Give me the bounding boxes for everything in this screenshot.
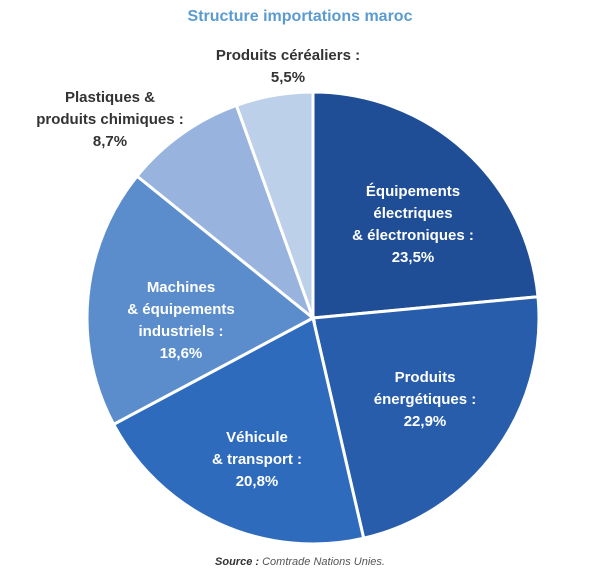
slice-label: Équipements électriques & électroniques : 2…: [352, 183, 474, 266]
slice-label: Machines & équipements industriels : 18,6%: [127, 279, 235, 362]
source-text: Comtrade Nations Unies.: [262, 556, 385, 568]
slice-label-line: électriques: [373, 205, 452, 222]
slice-label: Véhicule & transport : 20,8%: [212, 429, 302, 490]
source-label: Source :: [215, 556, 260, 568]
slice-label: Produits énergétiques : 22,9%: [374, 369, 477, 430]
pie-slice: [111, 315, 366, 546]
slice-label-line: Plastiques &: [65, 89, 155, 106]
slice-label-line: Véhicule: [226, 429, 288, 446]
slice-label: Produits céréaliers : 5,5%: [216, 47, 360, 86]
slice-label: Plastiques & produits chimiques : 8,7%: [36, 89, 184, 150]
slice-label-line: 18,6%: [160, 345, 203, 362]
chart-title: Structure importations maroc: [187, 8, 413, 25]
slice-label-line: énergétiques :: [374, 391, 477, 408]
slice-label-line: Machines: [147, 279, 215, 296]
slice-label-line: 8,7%: [93, 133, 127, 150]
source-note: Source : Comtrade Nations Unies.: [0, 556, 600, 568]
slice-label-line: Équipements: [366, 183, 460, 200]
pie-slice: [311, 295, 541, 541]
slice-label-line: 22,9%: [404, 413, 447, 430]
slice-label-line: & équipements: [127, 301, 235, 318]
slice-label-line: produits chimiques :: [36, 111, 184, 128]
pie-slice: [234, 90, 315, 319]
slice-label-line: 23,5%: [392, 249, 435, 266]
slice-label-line: 5,5%: [271, 69, 305, 86]
slice-label-line: Produits céréaliers :: [216, 47, 360, 64]
slice-label-line: industriels :: [138, 323, 223, 340]
slice-label-line: & transport :: [212, 451, 302, 468]
pie-slice: [85, 174, 316, 427]
pie-slice: [134, 103, 317, 323]
slice-label-line: & électroniques :: [352, 227, 474, 244]
slice-label-line: 20,8%: [236, 473, 279, 490]
slice-label-line: Produits: [395, 369, 456, 386]
pie-slice: [311, 90, 540, 320]
